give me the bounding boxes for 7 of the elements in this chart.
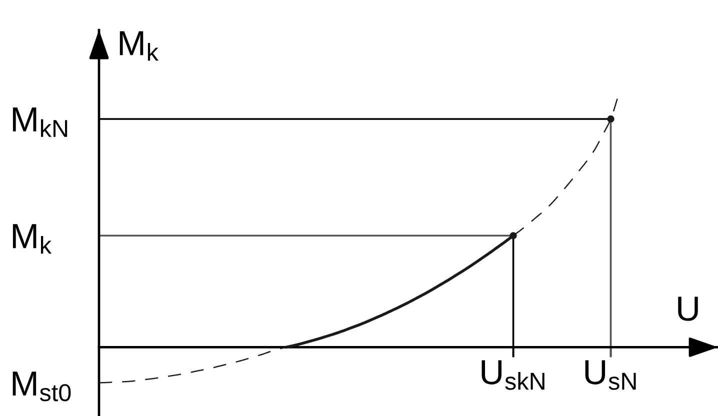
x-axis-title: U bbox=[678, 296, 698, 321]
x-tick-label: U$_{sN}$ bbox=[585, 360, 636, 390]
ref-line-label: M$_{k}$ bbox=[12, 224, 52, 254]
ref-line-label: M$_{kN}$ bbox=[12, 108, 68, 137]
y-axis-title: M$_{k}$ bbox=[120, 31, 158, 61]
x-tick-label: U$_{skN}$ bbox=[482, 360, 544, 390]
text: M$_{st0}$ bbox=[12, 372, 71, 402]
